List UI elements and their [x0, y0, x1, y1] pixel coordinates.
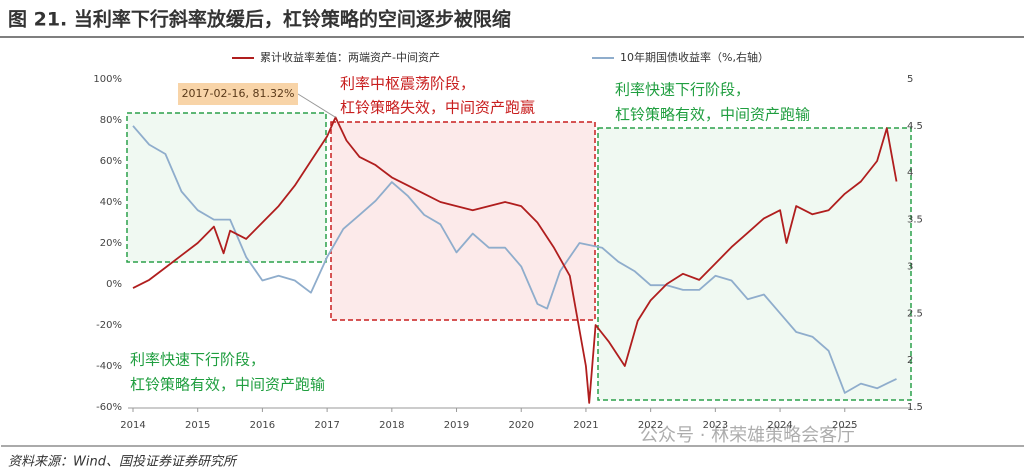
x-tick-label: 2014 — [120, 420, 145, 431]
phase-box — [330, 121, 596, 321]
y-tick-label: 0% — [106, 279, 122, 290]
y2-tick-label: 1.5 — [907, 402, 923, 413]
x-tick-label: 2025 — [832, 420, 857, 431]
y-tick-label: -20% — [96, 320, 122, 331]
x-tick-label: 2018 — [379, 420, 404, 431]
y-tick-label: 100% — [93, 74, 122, 85]
x-tick-label: 2021 — [573, 420, 598, 431]
callout-label: 2017-02-16, 81.32% — [182, 87, 295, 100]
y2-tick-label: 4.5 — [907, 121, 923, 132]
y2-tick-label: 2 — [907, 355, 913, 366]
annotation: 利率快速下行阶段， — [130, 351, 265, 369]
annotation: 利率中枢震荡阶段， — [340, 75, 475, 93]
y-tick-label: 20% — [100, 238, 122, 249]
callout-leader — [297, 93, 336, 118]
annotation: 杠铃策略失效，中间资产跑赢 — [340, 99, 535, 117]
series-line — [132, 125, 897, 394]
callout-box — [178, 83, 298, 105]
phase-box — [597, 127, 912, 401]
watermark: 公众号 · 林荣雄策略会客厅 — [640, 425, 855, 446]
x-tick-label: 2022 — [638, 420, 663, 431]
x-tick-label: 2023 — [703, 420, 728, 431]
x-tick-label: 2016 — [250, 420, 275, 431]
source: 资料来源：Wind、国投证券证券研究所 — [8, 454, 238, 470]
x-tick-label: 2017 — [314, 420, 339, 431]
chart-title: 图 21. 当利率下行斜率放缓后，杠铃策略的空间逐步被限缩 — [8, 8, 511, 31]
y-tick-label: 60% — [100, 156, 122, 167]
y2-tick-label: 5 — [907, 74, 913, 85]
annotation: 杠铃策略有效，中间资产跑输 — [615, 106, 810, 124]
legend-label: 10年期国债收益率（%,右轴） — [620, 50, 769, 64]
legend-label: 累计收益率差值：两端资产-中间资产 — [260, 50, 440, 64]
y2-tick-label: 3 — [907, 261, 913, 272]
x-tick-label: 2019 — [444, 420, 469, 431]
annotation: 杠铃策略有效，中间资产跑输 — [130, 376, 325, 394]
series-line — [132, 116, 898, 404]
x-tick-label: 2015 — [185, 420, 210, 431]
x-tick-label: 2024 — [767, 420, 792, 431]
y2-tick-label: 3.5 — [907, 215, 923, 226]
y2-tick-label: 2.5 — [907, 308, 923, 319]
y-tick-label: -60% — [96, 402, 122, 413]
x-tick-label: 2020 — [509, 420, 534, 431]
annotation: 利率快速下行阶段， — [615, 81, 750, 99]
y2-tick-label: 4 — [907, 168, 913, 179]
y-tick-label: 80% — [100, 115, 122, 126]
phase-box — [126, 112, 327, 263]
y-tick-label: 40% — [100, 197, 122, 208]
y-tick-label: -40% — [96, 361, 122, 372]
